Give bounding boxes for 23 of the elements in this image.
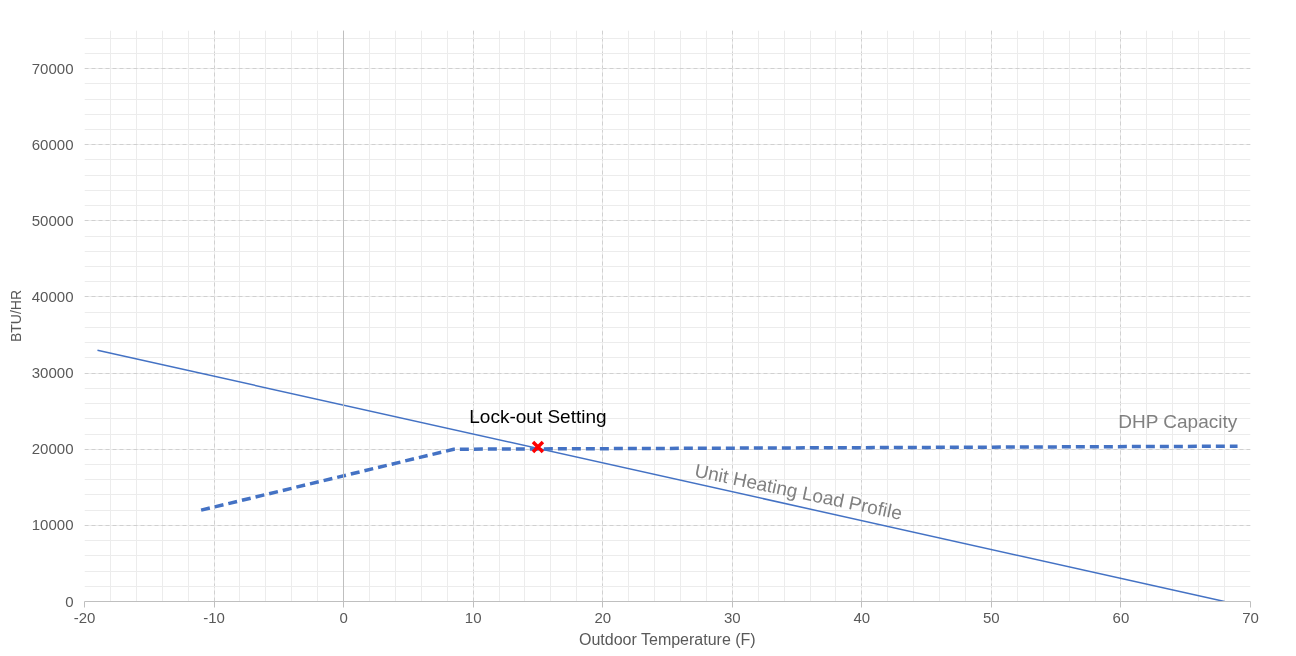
y-tick-label: 30000 (31, 364, 74, 382)
x-tick-label: 40 (853, 608, 871, 626)
y-tick-label: 0 (65, 592, 74, 610)
y-tick-label: 10000 (31, 516, 74, 534)
y-tick-label: 60000 (31, 135, 74, 153)
y-axis-title: BTU/HR (7, 289, 24, 343)
x-tick-label: 30 (723, 608, 741, 626)
x-tick-label: 60 (1112, 608, 1130, 626)
x-tick-label: -10 (203, 608, 225, 626)
x-tick-label: 10 (464, 608, 482, 626)
series-label: DHP Capacity (1118, 411, 1238, 433)
x-tick-label: 20 (594, 608, 612, 626)
x-tick-label: 70 (1242, 608, 1259, 626)
y-tick-label: 40000 (31, 287, 74, 305)
annotation: Lock-out Setting (469, 405, 607, 427)
x-axis-title: Outdoor Temperature (F) (579, 630, 756, 648)
y-tick-label: 70000 (31, 59, 74, 77)
y-tick-label: 50000 (31, 211, 74, 229)
x-tick-label: -20 (73, 608, 96, 626)
x-tick-label: 0 (339, 608, 348, 626)
text: Unit Heating Load Profile (692, 459, 904, 524)
x-tick-label: 50 (983, 608, 1000, 626)
y-tick-label: 20000 (31, 440, 74, 458)
